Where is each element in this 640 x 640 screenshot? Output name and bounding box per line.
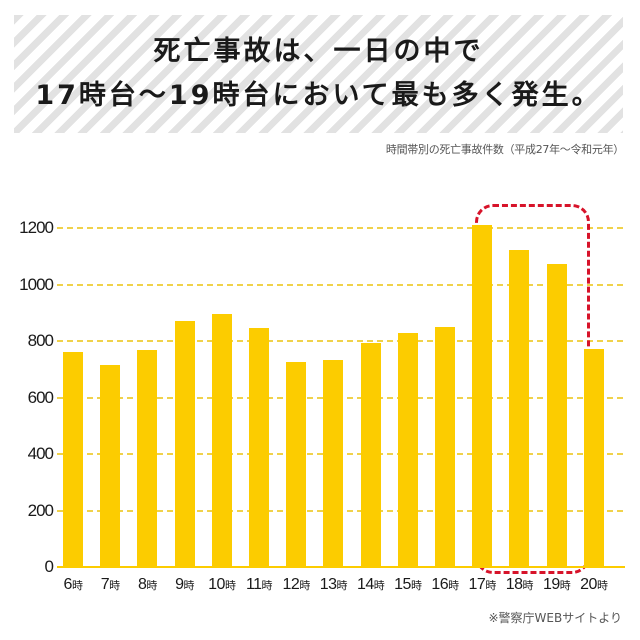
x-tick-number: 12 bbox=[282, 576, 300, 593]
bar-7 bbox=[100, 365, 121, 567]
x-tick-label: 15時 bbox=[388, 576, 428, 594]
x-tick-number: 8 bbox=[137, 576, 147, 593]
x-tick-number: 7 bbox=[100, 576, 110, 593]
x-tick-number: 9 bbox=[175, 576, 184, 593]
x-tick-label: 11時 bbox=[239, 576, 279, 594]
x-tick-unit: 時 bbox=[299, 579, 310, 592]
gridline bbox=[57, 340, 623, 342]
bar-8 bbox=[137, 350, 158, 567]
bar-19 bbox=[546, 263, 567, 567]
x-tick-label: 19時 bbox=[537, 576, 577, 594]
y-tick-label: 1200 bbox=[19, 218, 54, 237]
x-tick-number: 10 bbox=[208, 576, 225, 593]
bar-10 bbox=[211, 314, 232, 567]
x-axis-line bbox=[57, 566, 625, 568]
bar-18 bbox=[509, 249, 530, 567]
gridline bbox=[57, 283, 623, 286]
x-tick-unit: 時 bbox=[522, 579, 534, 592]
x-tick-number: 16 bbox=[431, 576, 449, 593]
x-tick-label: 6時 bbox=[53, 576, 93, 594]
x-tick-label: 13時 bbox=[313, 576, 353, 594]
y-tick-label: 600 bbox=[27, 387, 54, 407]
y-tick-label: 1000 bbox=[19, 274, 54, 294]
bar-16 bbox=[435, 327, 455, 567]
gridline bbox=[57, 227, 623, 229]
x-tick-label: 16時 bbox=[425, 576, 465, 594]
x-tick-number: 20 bbox=[580, 576, 597, 593]
x-tick-number: 15 bbox=[394, 576, 411, 593]
source-note: ※警察庁WEBサイトより bbox=[488, 611, 623, 625]
bar-14 bbox=[360, 342, 381, 567]
x-tick-unit: 時 bbox=[109, 579, 120, 592]
x-tick-unit: 時 bbox=[261, 579, 273, 592]
x-tick-label: 20時 bbox=[574, 576, 614, 594]
x-tick-number: 18 bbox=[505, 576, 523, 593]
x-tick-unit: 時 bbox=[410, 579, 422, 592]
title-line-1: 死亡事故は、一日の中で bbox=[153, 36, 484, 67]
x-tick-label: 10時 bbox=[202, 576, 242, 594]
x-tick-unit: 時 bbox=[373, 579, 385, 592]
x-tick-unit: 時 bbox=[146, 579, 157, 592]
bar-13 bbox=[323, 359, 344, 567]
bar-11 bbox=[249, 328, 269, 567]
x-tick-label: 17時 bbox=[462, 576, 502, 594]
x-tick-unit: 時 bbox=[224, 579, 236, 592]
x-tick-unit: 時 bbox=[183, 579, 195, 592]
y-tick-label: 400 bbox=[27, 444, 54, 463]
title-line-2: 17時台〜19時台において最も多く発生。 bbox=[35, 80, 602, 111]
x-tick-number: 13 bbox=[319, 576, 337, 593]
x-tick-number: 6 bbox=[63, 576, 73, 593]
x-tick-label: 8時 bbox=[127, 576, 167, 594]
x-tick-number: 14 bbox=[356, 576, 374, 593]
x-tick-unit: 時 bbox=[71, 579, 83, 592]
x-tick-label: 14時 bbox=[351, 576, 391, 594]
x-tick-unit: 時 bbox=[559, 579, 571, 592]
highlight-box bbox=[475, 204, 590, 574]
y-tick-label: 200 bbox=[27, 500, 54, 520]
bar-20 bbox=[583, 348, 604, 567]
x-tick-unit: 時 bbox=[485, 579, 496, 592]
x-tick-unit: 時 bbox=[448, 579, 459, 592]
x-tick-label: 18時 bbox=[499, 576, 539, 594]
bar-9 bbox=[174, 321, 195, 567]
chart-subtitle: 時間帯別の死亡事故件数（平成27年〜令和元年） bbox=[385, 143, 624, 156]
title-banner: 死亡事故は、一日の中で 17時台〜19時台において最も多く発生。 bbox=[14, 15, 623, 133]
x-tick-number: 17 bbox=[468, 576, 486, 593]
x-tick-label: 9時 bbox=[165, 576, 205, 594]
bar-6 bbox=[63, 352, 83, 567]
y-tick-label: 0 bbox=[44, 557, 54, 576]
x-tick-label: 7時 bbox=[90, 576, 130, 594]
x-tick-unit: 時 bbox=[336, 579, 348, 592]
x-tick-number: 11 bbox=[245, 576, 262, 593]
x-tick-unit: 時 bbox=[596, 579, 608, 592]
x-tick-label: 12時 bbox=[276, 576, 316, 594]
x-tick-number: 19 bbox=[542, 576, 560, 593]
bar-12 bbox=[286, 361, 307, 567]
bar-17 bbox=[472, 225, 493, 567]
y-tick-label: 800 bbox=[27, 331, 54, 350]
bar-15 bbox=[397, 333, 418, 567]
